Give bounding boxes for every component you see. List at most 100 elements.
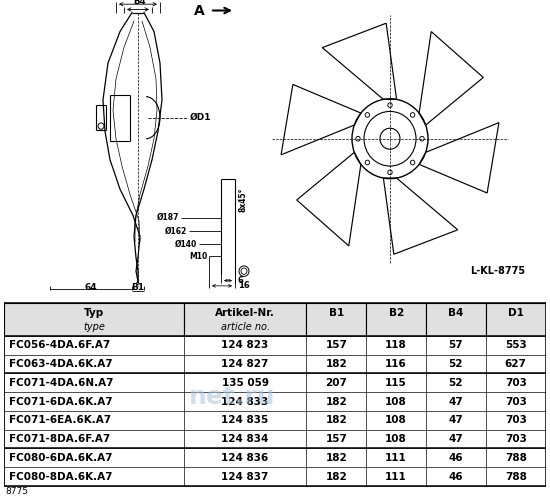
Text: 157: 157 — [326, 434, 347, 444]
Bar — [366, 373, 426, 392]
Bar — [184, 430, 306, 449]
Bar — [366, 430, 426, 449]
Text: 47: 47 — [449, 396, 463, 406]
Bar — [486, 336, 546, 355]
Text: Ø162: Ø162 — [165, 227, 187, 236]
Bar — [486, 303, 546, 336]
Text: FC056-4DA.6F.A7: FC056-4DA.6F.A7 — [9, 341, 110, 351]
Bar — [306, 430, 366, 449]
Bar — [184, 467, 306, 486]
Bar — [426, 430, 486, 449]
Bar — [366, 467, 426, 486]
Text: D1: D1 — [508, 308, 524, 318]
Text: 124 837: 124 837 — [222, 471, 269, 481]
Text: 703: 703 — [505, 434, 527, 444]
Bar — [366, 411, 426, 430]
Text: 8x45°: 8x45° — [238, 188, 247, 212]
Text: 124 823: 124 823 — [222, 341, 269, 351]
Bar — [184, 411, 306, 430]
Bar — [184, 303, 306, 336]
Text: 52: 52 — [449, 359, 463, 369]
Bar — [426, 355, 486, 373]
Bar — [184, 392, 306, 411]
Text: 111: 111 — [385, 471, 407, 481]
Bar — [426, 467, 486, 486]
Text: 124 835: 124 835 — [222, 415, 269, 426]
Bar — [486, 392, 546, 411]
Text: 182: 182 — [326, 415, 347, 426]
Text: 135 059: 135 059 — [222, 378, 268, 388]
Text: FC071-6DA.6K.A7: FC071-6DA.6K.A7 — [9, 396, 112, 406]
Text: net.ru: net.ru — [189, 385, 275, 409]
Text: 108: 108 — [385, 396, 407, 406]
Text: M10: M10 — [189, 252, 207, 261]
Text: 182: 182 — [326, 453, 347, 463]
Bar — [486, 355, 546, 373]
Bar — [4, 373, 184, 392]
Text: Typ: Typ — [84, 308, 104, 318]
Text: FC080-8DA.6K.A7: FC080-8DA.6K.A7 — [9, 471, 112, 481]
Bar — [486, 373, 546, 392]
Bar — [184, 373, 306, 392]
Bar — [366, 303, 426, 336]
Bar — [4, 336, 184, 355]
Text: B2: B2 — [131, 0, 145, 1]
Bar — [486, 449, 546, 467]
Text: 788: 788 — [505, 471, 527, 481]
Text: 116: 116 — [385, 359, 407, 369]
Text: 703: 703 — [505, 396, 527, 406]
Text: type: type — [83, 322, 105, 331]
Text: 182: 182 — [326, 359, 347, 369]
Text: 124 827: 124 827 — [222, 359, 269, 369]
Bar — [426, 373, 486, 392]
Text: FC071-4DA.6N.A7: FC071-4DA.6N.A7 — [9, 378, 113, 388]
Bar — [306, 355, 366, 373]
Bar — [366, 449, 426, 467]
Bar — [306, 392, 366, 411]
Bar — [184, 336, 306, 355]
Bar — [426, 392, 486, 411]
Text: 118: 118 — [385, 341, 407, 351]
Bar — [486, 411, 546, 430]
Text: FC063-4DA.6K.A7: FC063-4DA.6K.A7 — [9, 359, 112, 369]
Text: Ø187: Ø187 — [157, 213, 179, 222]
Text: 124 834: 124 834 — [222, 434, 269, 444]
Text: 108: 108 — [385, 434, 407, 444]
Bar — [306, 373, 366, 392]
Bar — [4, 411, 184, 430]
Text: 47: 47 — [449, 415, 463, 426]
Bar — [184, 449, 306, 467]
Bar — [4, 449, 184, 467]
Text: FC071-8DA.6F.A7: FC071-8DA.6F.A7 — [9, 434, 110, 444]
Text: 111: 111 — [385, 453, 407, 463]
Text: B1: B1 — [131, 283, 145, 292]
Bar — [366, 392, 426, 411]
Text: B4: B4 — [448, 308, 464, 318]
Text: article no.: article no. — [221, 322, 270, 331]
Text: B4: B4 — [134, 0, 146, 7]
Text: 703: 703 — [505, 415, 527, 426]
Bar — [184, 355, 306, 373]
Bar — [426, 303, 486, 336]
Bar — [4, 303, 184, 336]
Bar — [426, 336, 486, 355]
Bar — [306, 467, 366, 486]
Text: B1: B1 — [329, 308, 344, 318]
Bar — [306, 303, 366, 336]
Text: A: A — [194, 4, 205, 18]
Bar — [486, 430, 546, 449]
Text: B2: B2 — [388, 308, 404, 318]
Text: 207: 207 — [326, 378, 347, 388]
Text: 627: 627 — [505, 359, 527, 369]
Text: 52: 52 — [449, 378, 463, 388]
Text: 157: 157 — [326, 341, 347, 351]
Text: 47: 47 — [449, 434, 463, 444]
Bar — [426, 449, 486, 467]
Text: 46: 46 — [449, 453, 463, 463]
Bar — [4, 392, 184, 411]
Bar — [306, 449, 366, 467]
Text: 57: 57 — [449, 341, 463, 351]
Bar — [306, 411, 366, 430]
Text: FC080-6DA.6K.A7: FC080-6DA.6K.A7 — [9, 453, 112, 463]
Bar — [366, 355, 426, 373]
